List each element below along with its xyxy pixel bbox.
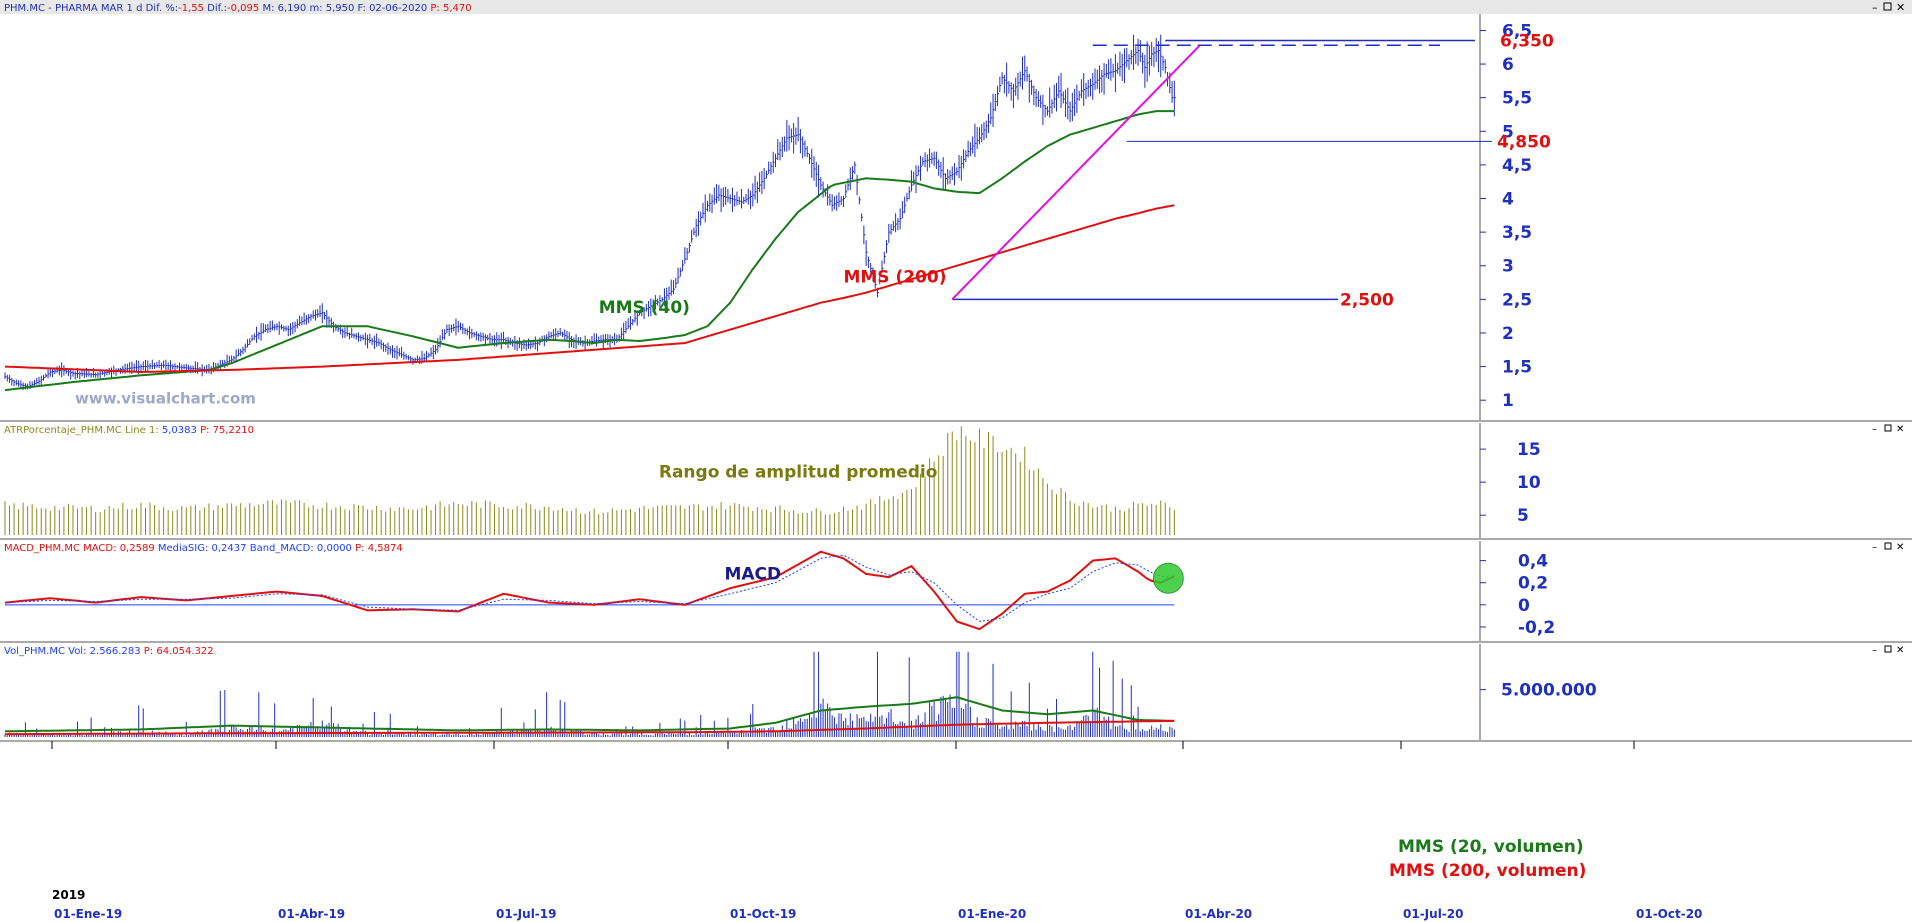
price-tick-label: 4 [1502,190,1514,210]
maximize-icon [1884,645,1892,653]
atr-panel: ATRPorcentaje_PHM.MC Line 1: 5,0383 P: 7… [4,425,1541,535]
volume-mms20-line [5,696,1175,733]
panel-controls-macd[interactable]: – ✕ [1872,542,1904,553]
level-label-low: 2,500 [1340,290,1394,310]
maximize-icon[interactable] [1883,2,1892,11]
panel-frames: – ✕– ✕– ✕ [0,14,1912,742]
panel-controls-vol[interactable]: – ✕ [1872,645,1904,656]
atr-tick-label: 5 [1517,506,1529,526]
macd-panel: MACD_PHM.MC MACD: 0,2589 MediaSIG: 0,243… [4,543,1555,638]
header-close: P: 5,470 [430,3,471,14]
price-tick-label: 5 [1502,122,1514,142]
header-name: PHARMA MAR [55,3,123,14]
header-dif-pct-label: Dif. %: [146,3,179,14]
header-max: M: 6,190 [262,3,306,14]
volume-mms200-line [4,719,1175,736]
atr-tick-label: 15 [1517,440,1541,460]
minimize-icon[interactable]: – [1872,1,1878,14]
close-icon: ✕ [1896,424,1904,435]
time-tick-label: 01-Jul-19 [496,907,556,921]
atr-tick-label: 10 [1517,473,1541,493]
price-tick-label: 3,5 [1502,223,1532,243]
price-tick-label: 6,5 [1502,21,1532,41]
price-tick-label: 5,5 [1502,89,1532,109]
maximize-icon [1884,424,1892,432]
year-label: 2019 [52,888,85,902]
panel-controls-atr[interactable]: – ✕ [1872,424,1904,435]
macd-tick-label: 0,2 [1518,574,1548,594]
macd-line [4,550,1175,631]
header-symbol: PHM.MC [4,3,45,14]
minimize-icon: – [1872,424,1877,435]
window-controls[interactable]: – ✕ [1872,1,1905,14]
volume-mms200-label: MMS (200, volumen) [1389,861,1586,881]
price-tick-label: 1,5 [1502,358,1532,378]
price-panel: 6,5 6 5,5 5 4,5 4 3,5 3 2,5 2 1,5 1 6,350 4,850 2,500 M… [4,21,1554,411]
time-tick-label: 01-Oct-20 [1636,907,1702,921]
time-axis: 01-Ene-19 01-Abr-19 01-Jul-19 01-Oct-19 01-E… [51,741,1702,921]
price-tick-label: 6 [1502,55,1514,75]
price-tick-label: 1 [1502,391,1514,411]
macd-tick-label: 0,4 [1518,552,1548,572]
mms200-line [4,204,1175,374]
close-icon: ✕ [1896,542,1904,553]
macd-annotation: MACD [724,564,781,584]
volume-tick-label: 5.000.000 [1501,681,1597,701]
price-tick-label: 2,5 [1502,290,1532,310]
macd-tick-label: 0 [1518,596,1530,616]
header-dif: -0,095 [227,3,259,14]
time-tick-label: 01-Ene-20 [958,907,1026,921]
highlight-circle [1152,562,1184,594]
atr-annotation: Rango de amplitud promedio [659,463,938,483]
macd-tick-label: -0,2 [1518,618,1555,638]
trendline [951,45,1200,301]
header-dif-pct: -1,55 [178,3,204,14]
minimize-icon: – [1872,645,1877,656]
time-tick-label: 01-Oct-19 [730,907,796,921]
minimize-icon: – [1872,542,1877,553]
header-period: 1 d [127,3,143,14]
volume-panel: Vol_PHM.MC Vol: 2.566.283 P: 64.054.322 5… [4,646,1597,881]
maximize-icon [1884,542,1892,550]
price-tick-label: 4,5 [1502,156,1532,176]
atr-header: ATRPorcentaje_PHM.MC Line 1: 5,0383 P: 7… [4,425,254,436]
close-icon: ✕ [1896,645,1904,656]
watermark: www.visualchart.com [75,390,256,408]
mms40-label: MMS (40) [599,298,690,318]
header-bar [0,0,1912,14]
time-tick-label: 01-Jul-20 [1403,907,1463,921]
level-label-mid: 4,850 [1497,132,1551,152]
header-dif-label: Dif.: [207,3,227,14]
macd-header: MACD_PHM.MC MACD: 0,2589 MediaSIG: 0,243… [4,543,403,554]
price-tick-label: 3 [1502,257,1514,277]
time-tick-label: 01-Ene-19 [54,907,122,921]
mms200-label: MMS (200) [843,268,946,288]
volume-mms20-label: MMS (20, volumen) [1398,837,1584,857]
header-date: F: 02-06-2020 [358,3,428,14]
signal-line [4,554,1175,622]
time-tick-label: 01-Abr-20 [1185,907,1252,921]
header-text: PHM.MC - PHARMA MAR 1 d Dif. %:-1,55 Dif… [4,3,472,14]
time-tick-label: 01-Abr-19 [278,907,345,921]
volume-header: Vol_PHM.MC Vol: 2.566.283 P: 64.054.322 [4,646,214,657]
close-icon[interactable]: ✕ [1896,1,1905,14]
price-tick-label: 2 [1502,324,1514,344]
header-min: m: 5,950 [309,3,354,14]
level-label-high: 6,350 [1500,32,1554,52]
